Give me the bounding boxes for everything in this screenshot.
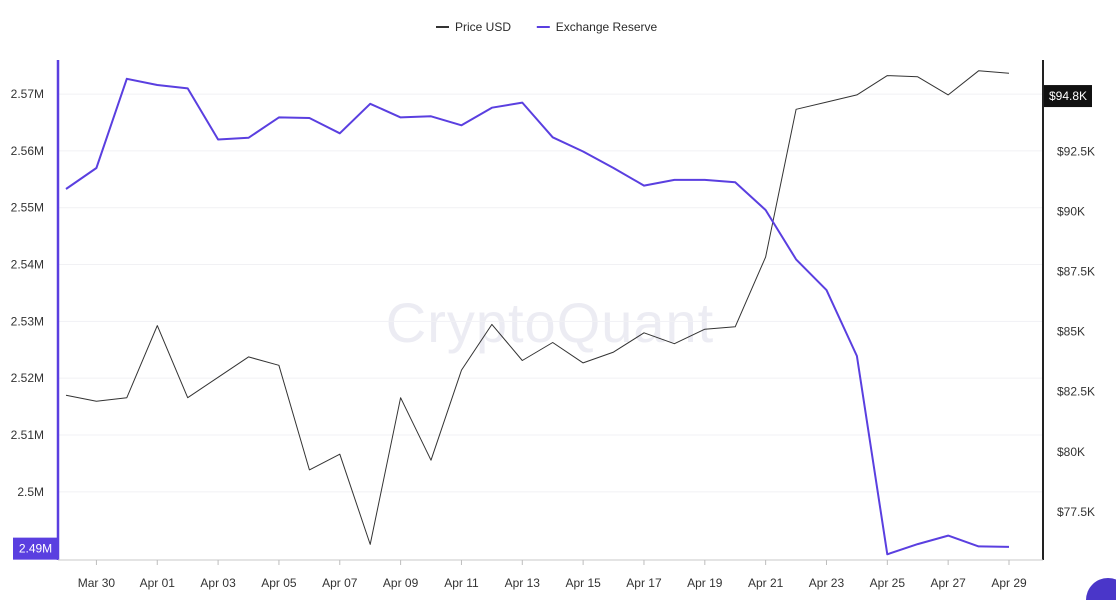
left-current-value: 2.49M	[19, 542, 52, 556]
x-tick-label: Apr 05	[261, 576, 297, 590]
x-tick-label: Apr 07	[322, 576, 358, 590]
corner-chat-button[interactable]	[1086, 578, 1116, 600]
legend-item-label[interactable]: Exchange Reserve	[556, 20, 658, 34]
right-current-value: $94.8K	[1049, 89, 1087, 103]
left-tick-label: 2.51M	[11, 428, 44, 442]
right-tick-label: $77.5K	[1057, 505, 1095, 519]
left-tick-label: 2.5M	[17, 485, 44, 499]
x-tick-label: Apr 27	[930, 576, 966, 590]
x-tick-label: Apr 15	[565, 576, 601, 590]
right-tick-label: $87.5K	[1057, 265, 1095, 279]
right-tick-label: $90K	[1057, 204, 1085, 218]
x-tick-label: Apr 13	[505, 576, 541, 590]
left-current-badge	[13, 537, 58, 560]
x-axis-ticks: Mar 30 Apr 01 Apr 03 Apr 05 Apr 07 Apr 09 Apr …	[78, 560, 1027, 590]
left-tick-label: 2.57M	[11, 87, 44, 101]
legend-item-label[interactable]: Price USD	[455, 20, 511, 34]
left-tick-label: 2.52M	[11, 371, 44, 385]
left-tick-label: 2.54M	[11, 258, 44, 272]
grid	[58, 93, 1043, 493]
left-tick-label: 2.53M	[11, 314, 44, 328]
watermark: CryptoQuant	[386, 291, 715, 354]
x-tick-label: Apr 25	[870, 576, 906, 590]
right-current-badge	[1044, 85, 1092, 108]
left-tick-label: 2.55M	[11, 201, 44, 215]
left-tick-label: 2.56M	[11, 144, 44, 158]
price-usd-line	[65, 70, 1010, 545]
current-value-badges: 2.49M $94.8K	[13, 85, 1092, 560]
series-lines	[65, 70, 1010, 556]
right-tick-label: $85K	[1057, 325, 1085, 339]
exchange-reserve-line	[65, 77, 1010, 556]
right-axis-ticks: $77.5K $80K $82.5K $85K $87.5K $90K $92.5K	[1057, 144, 1095, 519]
x-tick-label: Apr 11	[444, 576, 479, 590]
x-tick-label: Apr 23	[809, 576, 845, 590]
x-tick-label: Apr 09	[383, 576, 419, 590]
right-tick-label: $82.5K	[1057, 385, 1095, 399]
x-tick-label: Mar 30	[78, 576, 116, 590]
legend: Price USD Exchange Reserve	[436, 20, 658, 34]
x-tick-label: Apr 29	[991, 576, 1027, 590]
x-tick-label: Apr 01	[140, 576, 176, 590]
right-tick-label: $80K	[1057, 445, 1085, 459]
axes	[56, 60, 1044, 561]
left-axis-ticks: 2.5M 2.51M 2.52M 2.53M 2.54M 2.55M 2.56M 2.57M	[11, 87, 44, 499]
x-tick-label: Apr 21	[748, 576, 784, 590]
x-tick-label: Apr 17	[626, 576, 662, 590]
x-tick-label: Apr 19	[687, 576, 723, 590]
x-tick-label: Apr 03	[200, 576, 236, 590]
right-tick-label: $92.5K	[1057, 144, 1095, 158]
